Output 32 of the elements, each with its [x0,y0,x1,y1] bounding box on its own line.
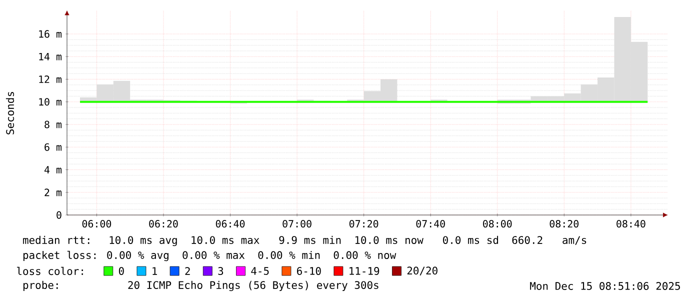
legend-label: 1 [152,267,157,275]
x-tick-label: 06:00 [82,220,112,228]
legend-label: 20/20 [407,266,438,276]
text: Mon Dec 15 08:51:06 2025 [530,282,680,290]
y-tick-label: 10 m [39,98,62,106]
legend-title: loss color: [17,266,83,276]
x-tick-label: 07:00 [282,220,312,228]
legend-label: 11-19 [350,267,380,275]
x-tick-label: 08:40 [616,220,646,228]
y-tick-label: 8 m [44,120,62,128]
text: packet loss: 0.00 % avg 0.00 % max 0.00 % min 0.00 % now [23,250,396,262]
y-tick-label: 2 m [44,188,62,196]
x-tick-label: 06:40 [216,220,245,228]
text: median rtt: 10.0 ms avg 10.0 ms max 9.9 ms min 10.0 ms now 0.0 ms sd 660.2 am/s [23,236,586,246]
x-tick-label: 06:20 [149,220,178,228]
legend-label: 6-10 [297,267,321,275]
text: probe: 20 ICMP Echo Pings (56 Bytes) every 300s [23,280,378,292]
y-tick-label: 0 [56,211,62,219]
y-tick-label: 6 m [44,143,62,151]
x-tick-label: 08:20 [550,220,579,228]
legend-label: 3 [218,267,224,275]
x-tick-label: 07:40 [416,220,445,228]
y-tick-label: 4 m [44,166,62,174]
y-tick-label: 16 m [39,30,62,38]
y-tick-label: 12 m [39,76,62,83]
y-axis-title: Seconds [6,92,14,134]
x-tick-label: 08:00 [483,220,512,228]
legend-label: 2 [185,267,190,275]
x-tick-label: 07:20 [349,220,378,228]
legend-label: 4-5 [251,267,269,275]
legend-label: 0 [118,267,124,275]
y-tick-label: 14 m [39,52,62,60]
